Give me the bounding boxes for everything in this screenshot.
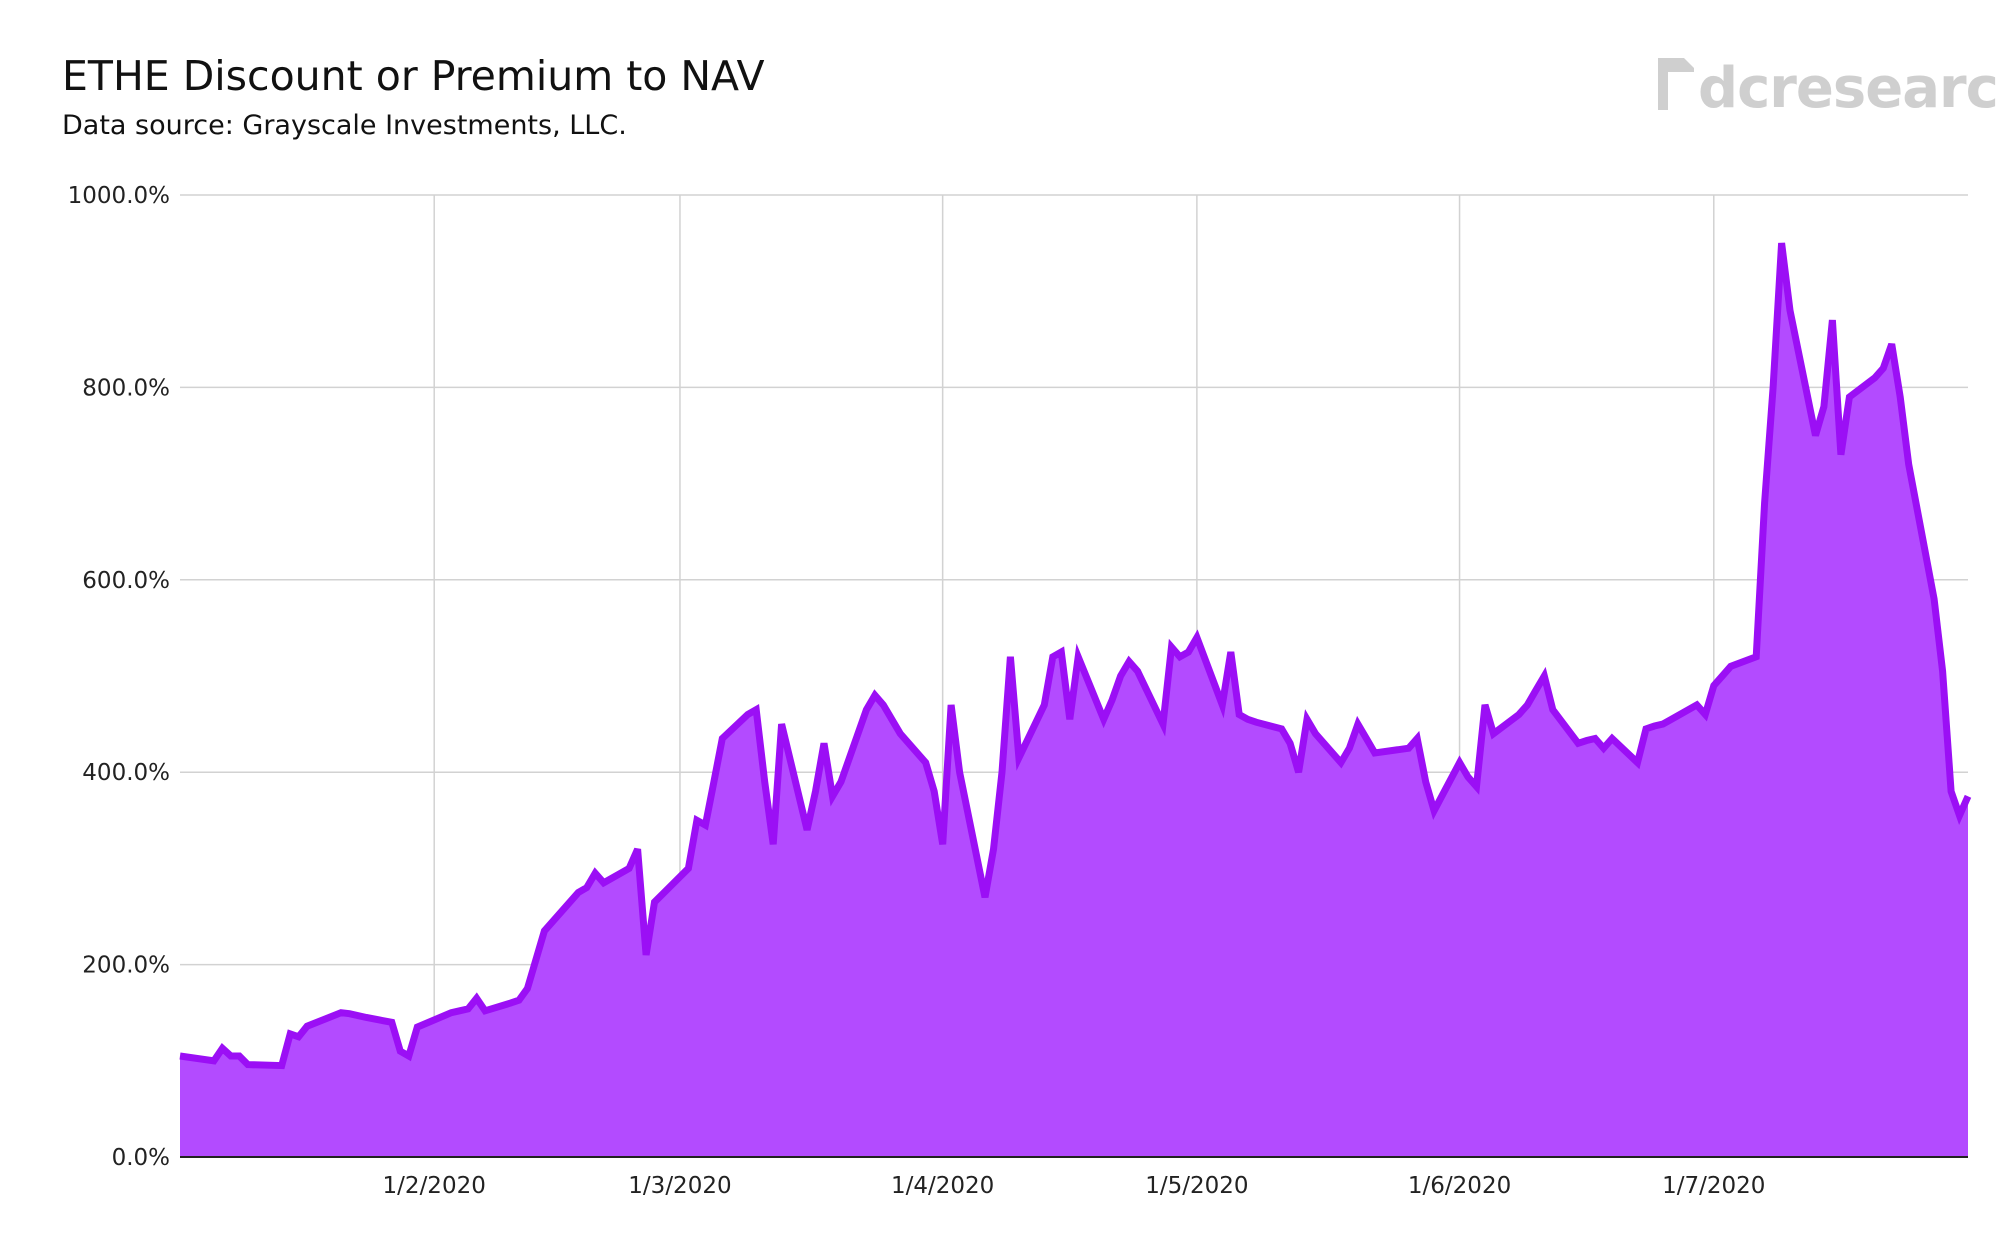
x-tick-label: 1/2/2020 <box>383 1173 486 1199</box>
x-tick-label: 1/4/2020 <box>891 1173 994 1199</box>
area-layer <box>179 242 1972 1158</box>
y-tick-label: 800.0% <box>82 375 170 401</box>
chart-title: ETHE Discount or Premium to NAV <box>62 52 765 100</box>
tick-label-layer: 0.0% 200.0% 400.0% 600.0% 800.0% 1000.0% 1/2/2… <box>68 183 1766 1199</box>
y-tick-label: 600.0% <box>82 568 170 594</box>
y-tick-label: 1000.0% <box>68 183 170 209</box>
grid-layer <box>180 194 1968 1157</box>
brand-logo: dcresearch <box>1658 56 2000 126</box>
series-line <box>179 242 1972 1070</box>
x-tick-label: 1/5/2020 <box>1145 1173 1248 1199</box>
y-tick-label: 0.0% <box>112 1145 170 1171</box>
y-tick-label: 400.0% <box>82 760 170 786</box>
x-tick-label: 1/6/2020 <box>1408 1173 1511 1199</box>
y-tick-label: 200.0% <box>82 953 170 979</box>
brand-logo-mark-icon <box>1658 58 1694 110</box>
chart-subtitle: Data source: Grayscale Investments, LLC. <box>62 110 627 141</box>
x-tick-label: 1/3/2020 <box>628 1173 731 1199</box>
x-tick-label: 1/7/2020 <box>1662 1173 1765 1199</box>
brand-logo-text: dcresearch <box>1698 56 2000 121</box>
